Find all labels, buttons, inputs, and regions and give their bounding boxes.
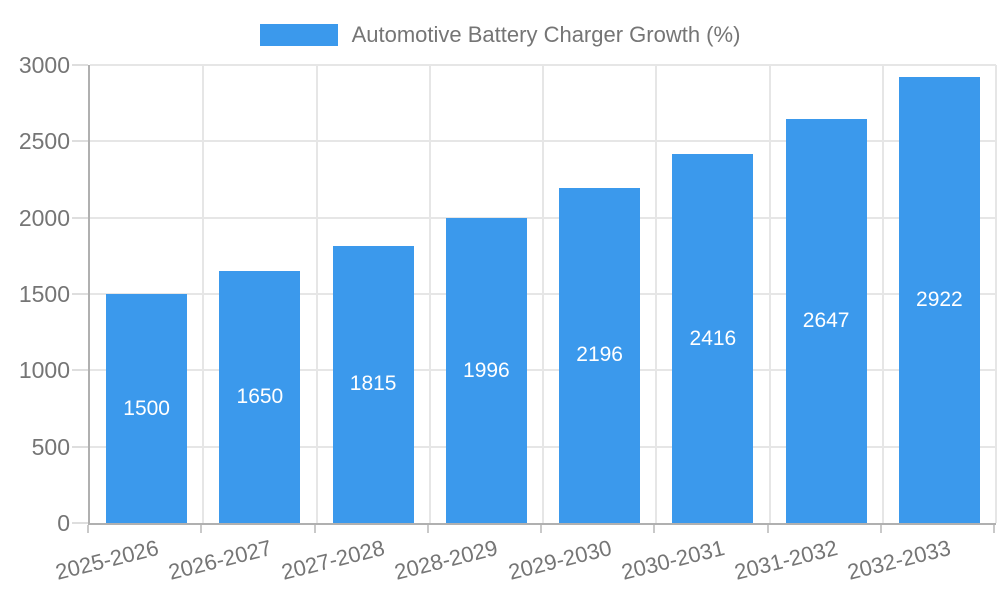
x-axis-tick [313, 525, 316, 533]
x-axis-tick [766, 525, 769, 533]
bar-value-label: 1815 [349, 372, 397, 396]
y-axis-tick-label: 500 [31, 433, 70, 460]
y-axis-tick-label: 1500 [18, 281, 70, 307]
y-axis-tick [72, 522, 88, 524]
plot-area: 1500 1650 1815 1996 2196 2416 2647 2922 [88, 64, 997, 525]
gridline-vertical [881, 65, 884, 523]
bar-2026-2027[interactable]: 1650 [219, 271, 301, 523]
bar-2029-2030[interactable]: 2196 [559, 187, 641, 523]
gridline-vertical [428, 65, 431, 523]
gridline-vertical [995, 65, 997, 523]
y-axis-tick [72, 445, 88, 448]
bar-2031-2032[interactable]: 2647 [785, 118, 867, 523]
bar-2027-2028[interactable]: 1815 [332, 245, 414, 523]
x-axis-tick [87, 525, 89, 533]
y-axis-tick [72, 140, 88, 143]
chart-legend[interactable]: Automotive Battery Charger Growth (%) [0, 22, 1000, 48]
gridline-vertical [542, 65, 544, 523]
bar-value-label: 2416 [689, 326, 737, 350]
bar-value-label: 1650 [236, 385, 284, 409]
y-axis-tick-label: 2000 [18, 204, 70, 231]
bar-value-label: 2196 [576, 343, 623, 367]
y-axis-tick [72, 369, 88, 372]
gridline-vertical [655, 65, 658, 523]
x-axis-tick [426, 525, 429, 533]
gridline-vertical [315, 65, 318, 523]
x-axis-tick [653, 525, 656, 533]
y-axis-tick [72, 216, 88, 219]
y-axis-tick [72, 64, 88, 66]
bar-2028-2029[interactable]: 1996 [445, 218, 527, 523]
bar-value-label: 2922 [916, 287, 963, 311]
legend-label: Automotive Battery Charger Growth (%) [351, 22, 741, 47]
bar-2030-2031[interactable]: 2416 [672, 154, 754, 523]
y-axis-tick-label: 1000 [18, 357, 70, 384]
legend-swatch [259, 24, 338, 46]
bar-value-label: 1996 [463, 358, 510, 382]
bar-2032-2033[interactable]: 2922 [898, 76, 980, 523]
y-axis-tick-label: 0 [57, 510, 70, 536]
gridline-vertical [768, 65, 771, 523]
y-axis-tick-label: 2500 [18, 128, 70, 155]
x-axis-tick [879, 525, 882, 533]
bar-2025-2026[interactable]: 1500 [106, 294, 188, 523]
x-axis-tick [200, 525, 203, 533]
gridline-vertical [202, 65, 205, 523]
y-axis-tick-label: 3000 [18, 52, 70, 78]
y-axis-tick [72, 293, 88, 295]
bar-value-label: 1500 [123, 396, 170, 420]
x-axis-tick [993, 525, 995, 533]
x-axis-tick [540, 525, 542, 533]
bar-value-label: 2647 [802, 308, 850, 332]
